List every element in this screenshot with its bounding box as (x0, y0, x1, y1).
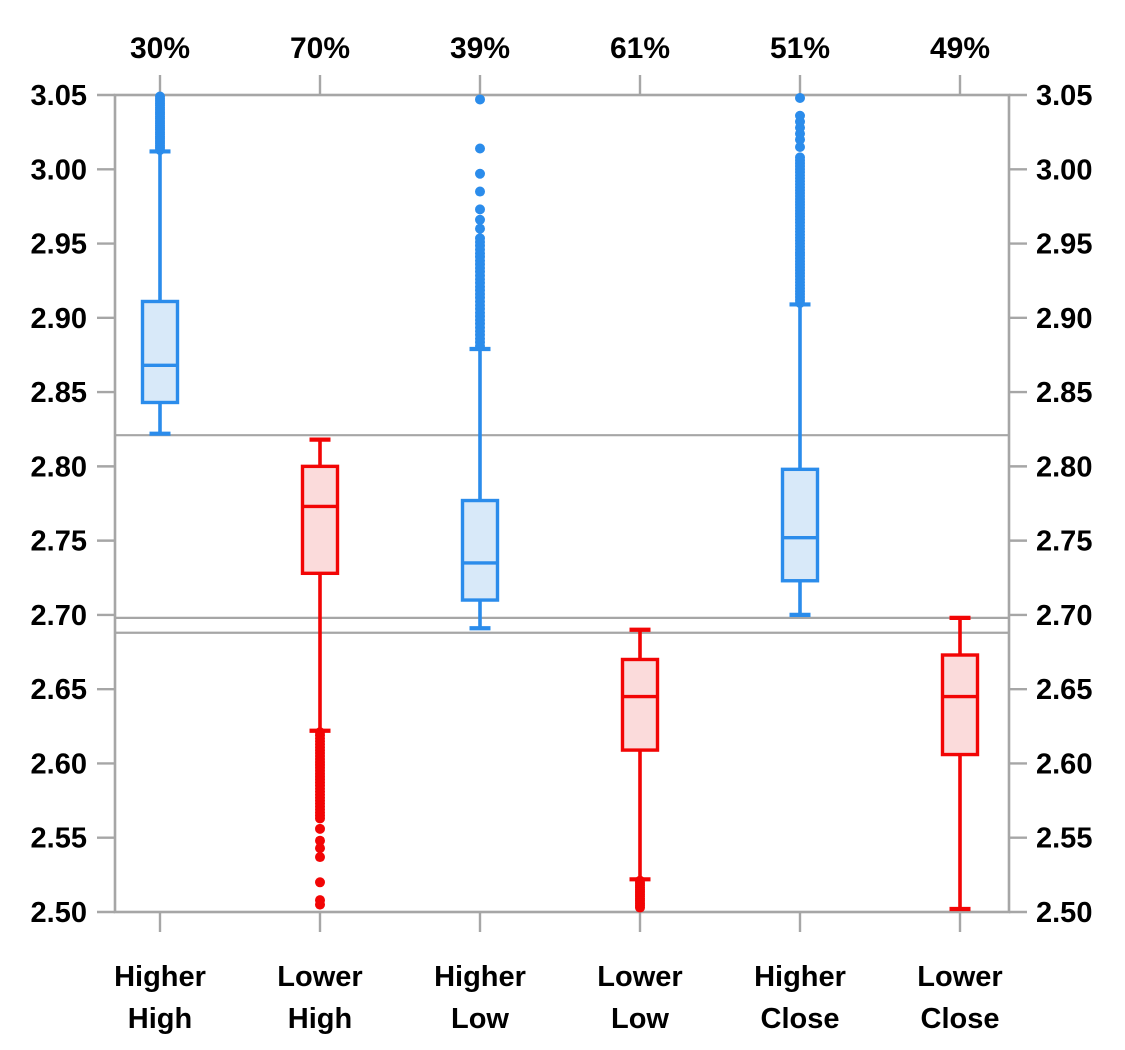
y-tick-label-left: 3.00 (31, 154, 87, 186)
outlier-dot (475, 143, 485, 154)
outlier-dot (315, 835, 325, 846)
x-category-label-line2: Close (761, 1003, 840, 1035)
iqr-box (140, 299, 180, 405)
outlier-dot (315, 852, 325, 863)
top-axis-column: 61% (610, 32, 670, 95)
y-tick-label-right: 2.65 (1036, 674, 1092, 706)
x-axis-column: Higher Low (434, 912, 526, 1035)
outlier-dot (475, 214, 485, 225)
y-tick-label-left: 2.50 (31, 897, 87, 929)
top-axis-column: 30% (130, 32, 190, 95)
top-axis-column: 49% (930, 32, 990, 95)
top-axis-column: 39% (450, 32, 510, 95)
iqr-box (300, 464, 340, 576)
y-tick-label-left: 2.55 (31, 823, 87, 855)
y-tick-label-left: 2.85 (31, 377, 87, 409)
x-axis-column: Higher Close (754, 912, 846, 1035)
x-axis-column: Higher High (114, 912, 206, 1035)
outlier-dot (475, 223, 485, 234)
x-category-label-line1: Higher (114, 961, 206, 993)
x-category-label-line2: Low (451, 1003, 509, 1035)
x-category-label-line1: Higher (434, 961, 526, 993)
top-percent-label: 39% (450, 32, 510, 65)
box-higher-close (780, 92, 820, 618)
y-tick-label-right: 2.70 (1036, 600, 1092, 632)
top-axis-column: 51% (770, 32, 830, 95)
top-percent-label: 70% (290, 32, 350, 65)
x-category-label-line2: High (288, 1003, 352, 1035)
top-percent-label: 61% (610, 32, 670, 65)
plot-frame (113, 93, 1011, 914)
y-tick-label-right: 3.00 (1036, 154, 1092, 186)
y-tick-label-left: 2.95 (31, 229, 87, 261)
outlier-dot (475, 94, 485, 105)
iqr-box (940, 653, 980, 757)
top-percent-label: 51% (770, 32, 830, 65)
x-category-label-line2: Close (921, 1003, 1000, 1035)
x-axis-column: Lower Low (597, 912, 683, 1035)
outlier-dot (635, 902, 645, 913)
outlier-dot (315, 843, 325, 854)
y-tick-label-right: 3.05 (1036, 80, 1092, 112)
y-tick-label-left: 2.90 (31, 303, 87, 335)
y-tick-label-right: 2.95 (1036, 229, 1092, 261)
outlier-dot (475, 168, 485, 179)
x-axis-column: Lower Close (917, 912, 1003, 1035)
top-axis-column: 70% (290, 32, 350, 95)
y-tick-label-right: 2.90 (1036, 303, 1092, 335)
y-tick-label-left: 2.80 (31, 451, 87, 483)
outlier-dot (795, 110, 805, 121)
x-category-label-line1: Lower (597, 961, 682, 993)
box-lower-low (620, 627, 660, 913)
outlier-dot (795, 141, 805, 152)
outlier-dot (315, 823, 325, 834)
y-tick-label-right: 2.55 (1036, 823, 1092, 855)
x-category-label-line1: Higher (754, 961, 846, 993)
outlier-dot (475, 204, 485, 215)
y-axis: 3.05 3.05 3.00 3.00 2.95 2.95 2.90 2.90 2.85 2.85… (31, 80, 1093, 929)
x-category-label-line1: Lower (917, 961, 1002, 993)
x-category-label-line1: Lower (277, 961, 362, 993)
outlier-dot (475, 186, 485, 197)
outlier-dot (315, 877, 325, 888)
top-percent-label: 30% (130, 32, 190, 65)
outlier-dot (315, 813, 325, 824)
iqr-box (460, 498, 500, 602)
outlier-dot (315, 899, 325, 910)
x-category-label-line2: Low (611, 1003, 669, 1035)
y-tick-label-right: 2.60 (1036, 748, 1092, 780)
box-higher-low (460, 94, 500, 631)
y-tick-label-right: 2.50 (1036, 897, 1092, 929)
x-category-label-line2: High (128, 1003, 192, 1035)
box-lower-high (300, 437, 340, 910)
box-lower-close (940, 615, 980, 912)
y-tick-label-left: 2.60 (31, 748, 87, 780)
iqr-box (620, 657, 660, 752)
y-tick-label-right: 2.85 (1036, 377, 1092, 409)
outlier-dot (475, 233, 485, 244)
y-tick-label-left: 2.75 (31, 526, 87, 558)
box-higher-high (140, 91, 180, 436)
y-tick-label-left: 3.05 (31, 80, 87, 112)
top-percent-label: 49% (930, 32, 990, 65)
outlier-dot (795, 152, 805, 163)
y-tick-label-left: 2.70 (31, 600, 87, 632)
y-tick-label-right: 2.75 (1036, 526, 1092, 558)
x-axis-column: Lower High (277, 912, 363, 1035)
reference-lines (115, 434, 1009, 634)
outlier-dot (155, 91, 165, 102)
y-tick-label-left: 2.65 (31, 674, 87, 706)
y-tick-label-right: 2.80 (1036, 451, 1092, 483)
outlier-dot (795, 92, 805, 103)
iqr-box (780, 467, 820, 583)
